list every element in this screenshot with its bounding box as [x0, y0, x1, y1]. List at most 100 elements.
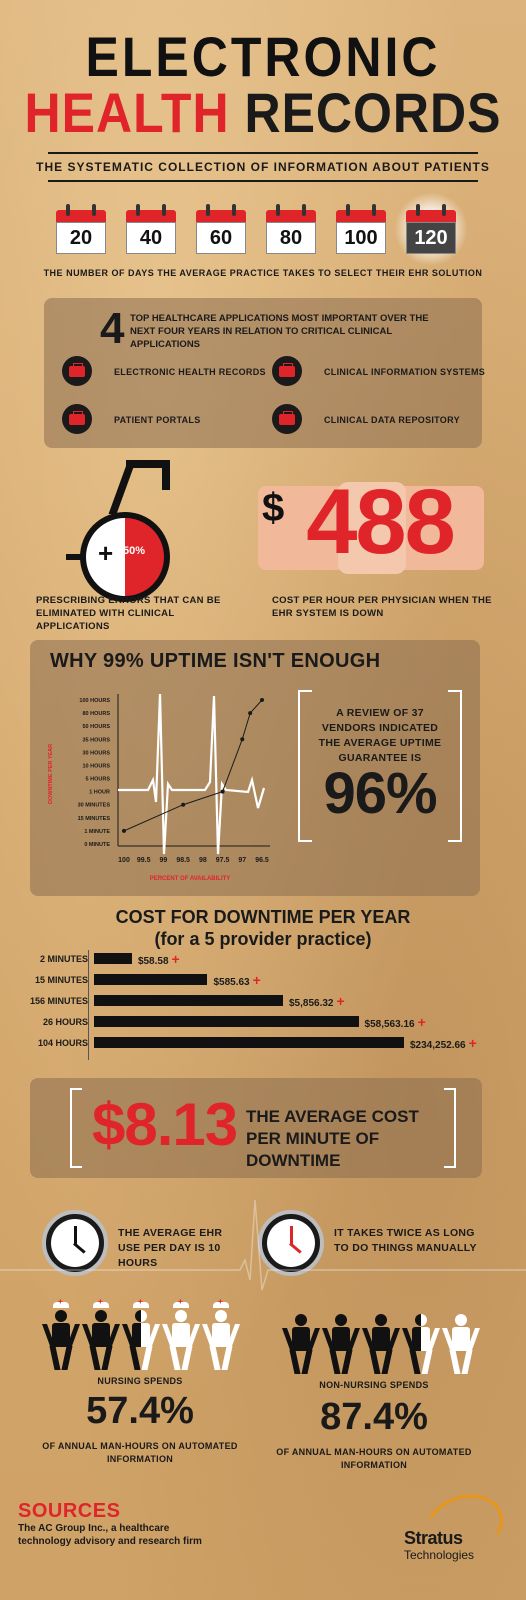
x-axis-label: PERCENT OF AVAILABILITY: [150, 876, 231, 882]
downtime-bar-row: 104 HOURS $234,252.66 +: [0, 1034, 526, 1052]
bar-value-text: $5,856.32: [288, 998, 334, 1009]
calendar-icon: 40: [126, 204, 176, 254]
x-tick-label: 98.5: [176, 857, 190, 864]
bar-value: $58.58 +: [138, 951, 180, 967]
medical-bag-icon: [62, 404, 92, 434]
person-icon: [401, 1314, 441, 1374]
plus-icon: +: [252, 972, 261, 988]
x-tick-label: 100: [118, 857, 130, 864]
medical-bag-icon: [62, 356, 92, 386]
wheelchair-back: [108, 462, 136, 514]
divider-bottom: [48, 180, 478, 182]
plus-icon: +: [468, 1035, 477, 1051]
nurse-icon: [81, 1297, 121, 1370]
nursing-desc: OF ANNUAL MAN-HOURS ON AUTOMATED INFORMA…: [42, 1441, 238, 1464]
stratus-logo: Stratus: [404, 1528, 463, 1548]
title-health: HEALTH: [24, 81, 230, 145]
downtime-cost-title: COST FOR DOWNTIME PER YEAR (for a 5 prov…: [0, 906, 526, 950]
clock-red-icon: [258, 1210, 324, 1276]
y-tick-label: 35 HOURS: [82, 737, 110, 743]
nursing-label: NURSING SPENDS: [97, 1376, 183, 1386]
bar-label: 15 MINUTES: [34, 975, 88, 985]
subtitle: THE SYSTEMATIC COLLECTION OF INFORMATION…: [36, 160, 490, 174]
nursing-percent: 57.4%: [86, 1390, 194, 1432]
divider-top: [48, 152, 478, 154]
trend-point: [220, 789, 225, 794]
apps-heading: TOP HEALTHCARE APPLICATIONS MOST IMPORTA…: [130, 313, 429, 350]
calendar-day-value: 120: [406, 222, 456, 254]
nurse-icon: [201, 1297, 241, 1370]
x-tick-label: 96.5: [255, 857, 269, 864]
per-minute-panel: [30, 1078, 482, 1178]
downtime-cost-title-line1: COST FOR DOWNTIME PER YEAR: [115, 907, 411, 927]
stratus-logo-sub: Technologies: [404, 1548, 475, 1562]
wheelchair-foot: [66, 554, 82, 560]
calendar-icon: 80: [266, 204, 316, 254]
calendar-day-value: 40: [126, 222, 176, 254]
title-line-2: HEALTH RECORDS: [0, 81, 526, 146]
uptime-panel: [30, 640, 480, 896]
title-records: RECORDS: [244, 81, 502, 145]
cost-caption: COST PER HOUR PER PHYSICIAN WHEN THE EHR…: [272, 595, 492, 619]
uptime-chart: 0 MINUTE 1 MINUTE 15 MINUTES 30 MINUTES 1 HO…: [48, 693, 270, 882]
uptime-title: WHY 99% UPTIME ISN'T ENOUGH: [50, 650, 381, 672]
y-axis-label: DOWNTIME PER YEAR: [48, 744, 54, 804]
bar-value: $234,252.66 +: [410, 1035, 477, 1051]
y-tick-label: 100 HOURS: [79, 698, 110, 704]
downtime-bar-row: 2 MINUTES $58.58 +: [0, 950, 526, 968]
x-tick-label: 97.5: [216, 857, 230, 864]
calendar-caption: THE NUMBER OF DAYS THE AVERAGE PRACTICE …: [43, 268, 483, 278]
bar-axis: [88, 950, 89, 1060]
trend-point: [260, 698, 264, 702]
wheelchair-icon: [80, 512, 170, 602]
bar: [94, 1016, 359, 1027]
plus-icon: +: [417, 1014, 426, 1030]
clock-icon: [42, 1210, 108, 1276]
bar-value-text: $58,563.16: [364, 1019, 415, 1030]
bar-label: 104 HOURS: [37, 1038, 88, 1048]
title-line-1: ELECTRONIC: [85, 25, 441, 89]
y-tick-label: 80 HOURS: [82, 711, 110, 717]
wheelchair-top: [126, 460, 170, 468]
bar-value-text: $58.58: [137, 956, 169, 967]
trend-line: [123, 699, 263, 832]
y-tick-label: 0 MINUTE: [84, 842, 110, 848]
downtime-bar-row: 156 MINUTES $5,856.32 +: [0, 992, 526, 1010]
x-tick-label: 97: [238, 857, 246, 864]
bracket-right: [448, 690, 462, 842]
x-tick-label: 99: [160, 857, 168, 864]
nurse-icon: [41, 1297, 81, 1370]
nurse-icon: [121, 1297, 161, 1370]
downtime-bar-row: 26 HOURS $58,563.16 +: [0, 1013, 526, 1031]
bar-value-text: $234,252.66: [410, 1040, 466, 1051]
downtime-bar-row: 15 MINUTES $585.63 +: [0, 971, 526, 989]
bar-value: $585.63 +: [213, 972, 260, 988]
errors-caption: PRESCRIBING ERRORS THAT CAN BE ELIMINATE…: [36, 595, 221, 632]
apps-count: 4: [100, 304, 125, 353]
bar-label: 2 MINUTES: [39, 954, 88, 964]
person-icon: [281, 1314, 321, 1374]
y-tick-label: 30 HOURS: [82, 750, 110, 756]
calendar-icon: 20: [56, 204, 106, 254]
bar: [94, 974, 208, 985]
trend-point: [240, 737, 245, 742]
trend-point: [181, 802, 186, 807]
x-tick-label: 99.5: [137, 857, 151, 864]
app-item-ehr: ELECTRONIC HEALTH RECORDS: [114, 367, 266, 377]
app-item-cis: CLINICAL INFORMATION SYSTEMS: [324, 367, 486, 377]
non-nursing-desc: OF ANNUAL MAN-HOURS ON AUTOMATED INFORMA…: [276, 1447, 472, 1470]
per-minute-text: THE AVERAGE COST PER MINUTE OF DOWNTIME: [246, 1107, 419, 1170]
plus-icon: +: [171, 951, 180, 967]
y-tick-label: 1 MINUTE: [84, 829, 110, 835]
x-tick-label: 98: [199, 857, 207, 864]
review-percent: 96%: [323, 761, 437, 826]
bar: [94, 995, 283, 1006]
wheelchair-handle: [162, 466, 170, 490]
bracket-left: [298, 690, 312, 842]
per-minute-amount: $8.13: [92, 1091, 238, 1158]
y-tick-label: 50 HOURS: [82, 724, 110, 730]
nurse-icon: [161, 1297, 201, 1370]
app-item-cdr: CLINICAL DATA REPOSITORY: [324, 415, 460, 425]
bracket-right: [444, 1088, 456, 1168]
calendar-day-value: 100: [336, 222, 386, 254]
